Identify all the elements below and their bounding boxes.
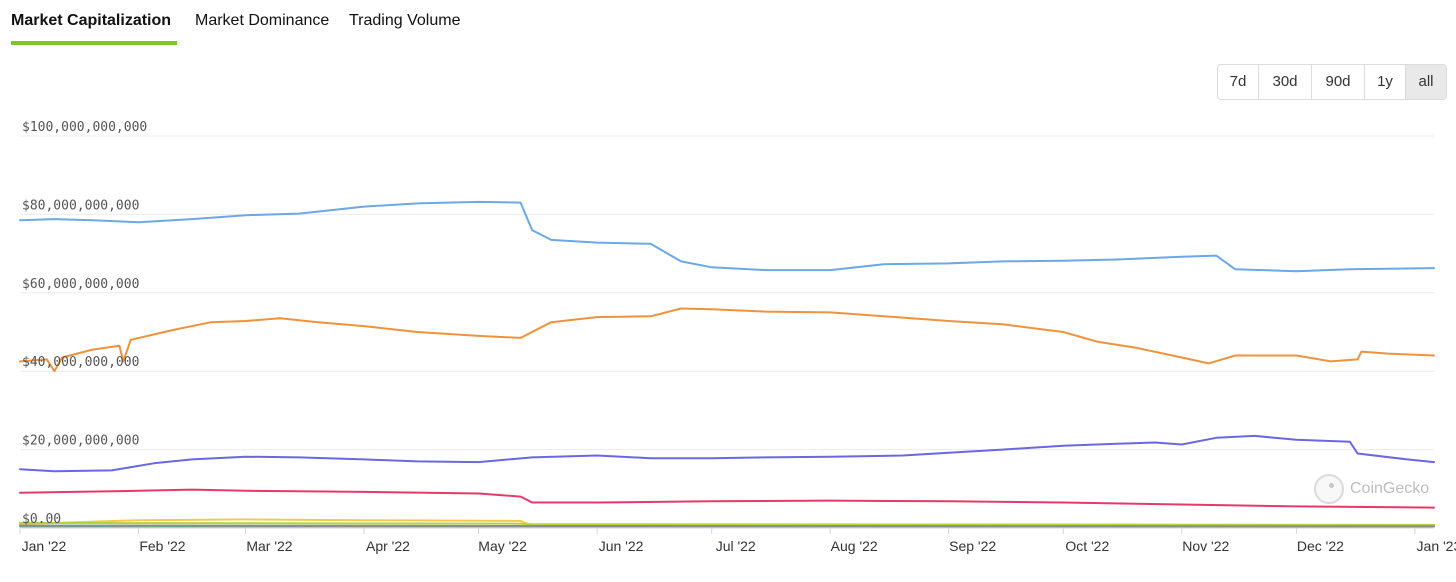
range-all-button[interactable]: all [1406,65,1446,99]
x-tick-label: Jan '23 [1417,538,1456,554]
series-line-6[interactable] [19,521,1435,526]
series-line-3[interactable] [19,434,1435,473]
range-90d-button[interactable]: 90d [1312,65,1365,99]
x-tick-label: Jun '22 [599,538,644,554]
series-line-4[interactable] [19,488,1435,509]
x-tick-label: Mar '22 [246,538,292,554]
series-line-8[interactable] [19,524,1435,528]
x-tick-label: Feb '22 [139,538,185,554]
tab-market-dominance[interactable]: Market Dominance [195,12,330,29]
tab-trading-volume[interactable]: Trading Volume [349,12,461,29]
coingecko-logo-icon [1314,474,1344,504]
x-tick-label: May '22 [478,538,527,554]
y-tick-label: $40,000,000,000 [22,355,139,370]
y-tick-label: $20,000,000,000 [22,434,139,449]
range-7d-button[interactable]: 7d [1218,65,1259,99]
time-range-selector: 7d 30d 90d 1y all [1217,64,1447,100]
tab-market-capitalization[interactable]: Market Capitalization [11,12,172,29]
series-line-1[interactable] [19,200,1435,273]
range-30d-button[interactable]: 30d [1259,65,1312,99]
y-tick-label: $0.00 [22,512,61,527]
watermark-text: CoinGecko [1350,480,1430,497]
x-tick-label: Dec '22 [1297,538,1344,554]
range-1y-button[interactable]: 1y [1365,65,1406,99]
x-tick-label: Sep '22 [949,538,996,554]
y-tick-label: $60,000,000,000 [22,277,139,292]
x-tick-label: Oct '22 [1065,538,1109,554]
x-tick-label: Jul '22 [716,538,756,554]
x-tick-label: Jan '22 [22,538,67,554]
x-tick-label: Nov '22 [1182,538,1229,554]
y-tick-label: $100,000,000,000 [22,120,147,135]
active-tab-indicator [11,41,177,45]
series-line-2[interactable] [19,307,1435,373]
market-cap-line-chart[interactable]: $0.00 $20,000,000,000 $40,000,000,000 $60,0… [0,100,1456,582]
coingecko-watermark: CoinGecko [1314,474,1429,504]
chart-tabs: Market Capitalization Market Dominance T… [0,0,1456,46]
y-tick-label: $80,000,000,000 [22,198,139,213]
x-tick-label: Apr '22 [366,538,410,554]
x-tick-label: Aug '22 [831,538,878,554]
